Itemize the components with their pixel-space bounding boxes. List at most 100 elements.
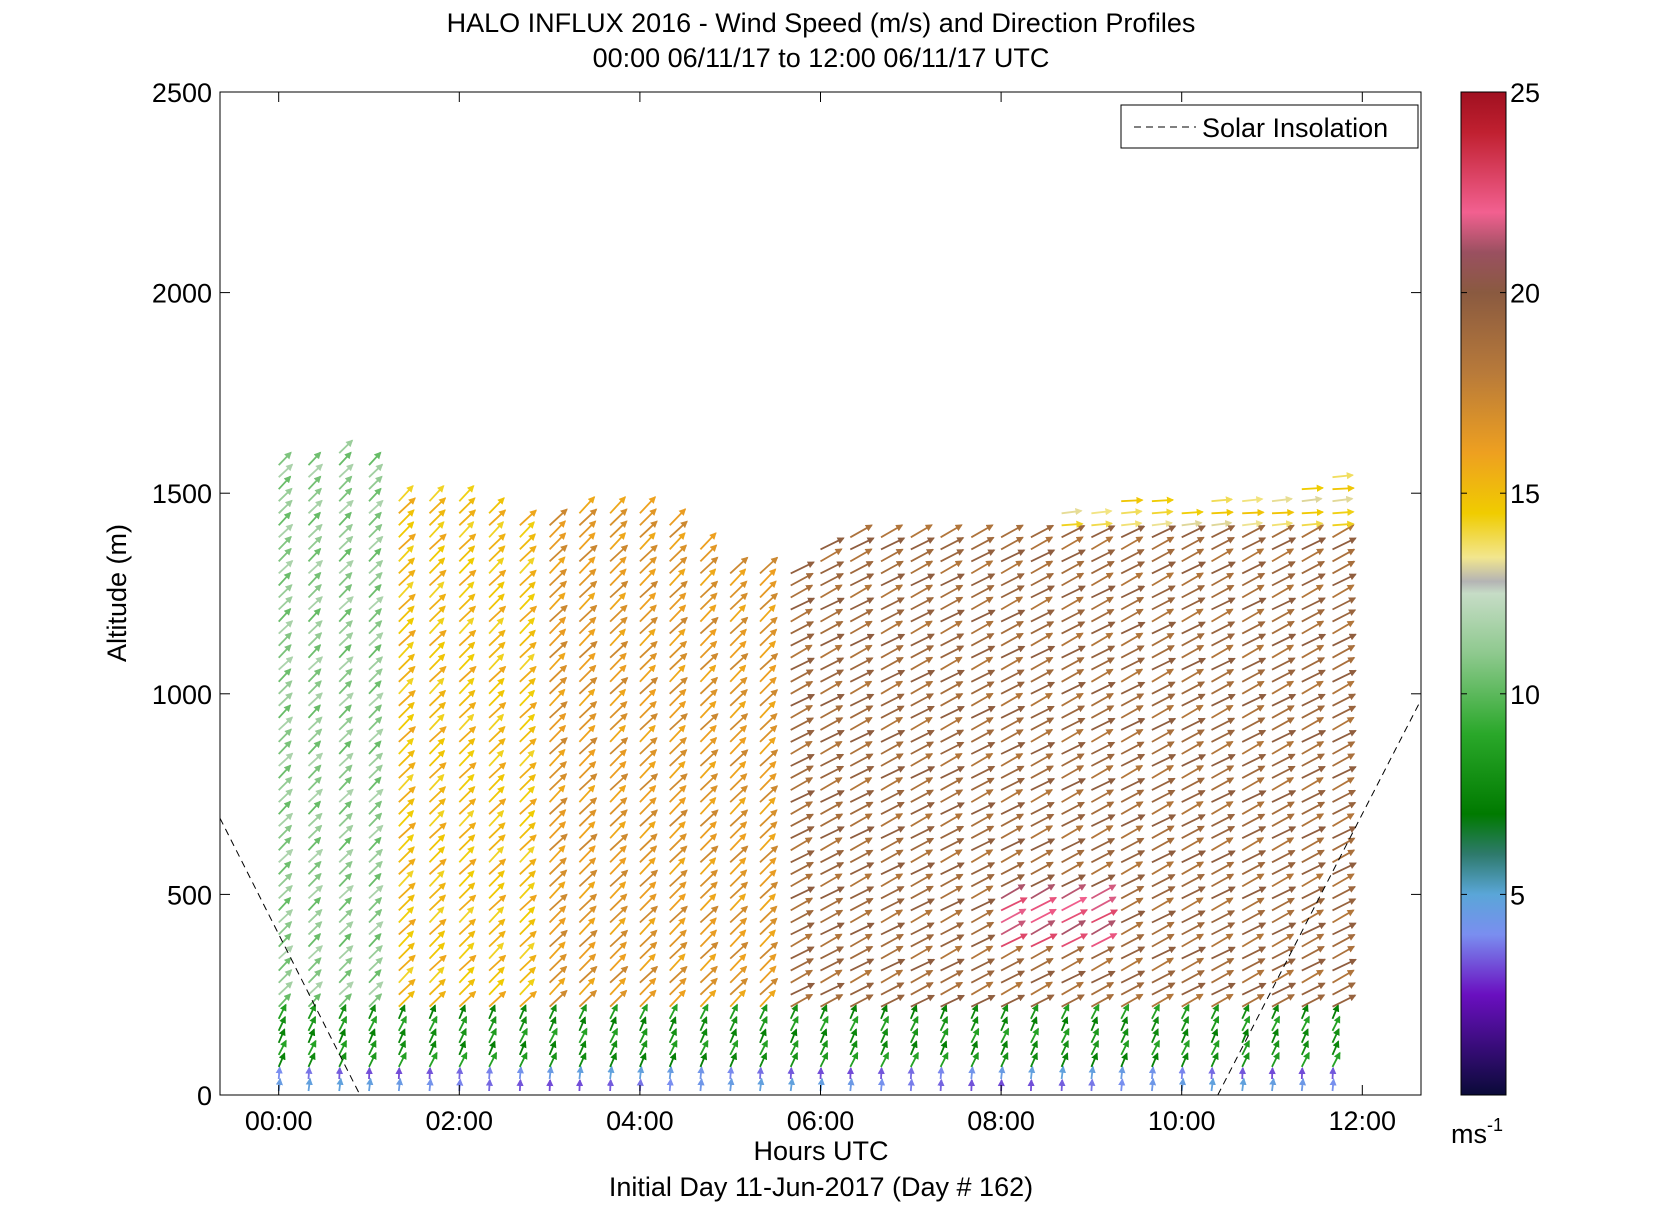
wind-vector — [578, 784, 596, 803]
wind-vector — [278, 933, 292, 948]
wind-vector — [398, 786, 416, 803]
wind-vector — [609, 784, 627, 803]
wind-vector — [338, 596, 354, 611]
wind-vector — [368, 884, 384, 900]
wind-vector — [428, 569, 447, 587]
wind-vector — [485, 1066, 494, 1080]
wind-vector — [488, 786, 505, 803]
wind-vector — [278, 704, 292, 719]
wind-vector — [609, 700, 628, 719]
wind-vector — [519, 930, 537, 948]
wind-vector — [338, 945, 354, 960]
wind-vector — [488, 822, 506, 839]
wind-vector — [729, 989, 747, 1008]
wind-vector — [428, 798, 446, 815]
wind-vector — [488, 653, 505, 671]
wind-vector — [578, 748, 596, 767]
wind-vector — [548, 724, 567, 743]
wind-vector — [307, 1003, 317, 1020]
wind-vector — [609, 917, 626, 936]
wind-vector — [368, 571, 383, 587]
wind-vector — [699, 917, 717, 936]
wind-vector — [639, 664, 656, 683]
wind-vector — [338, 716, 353, 731]
wind-vector — [1208, 1066, 1216, 1080]
wind-vector — [639, 592, 657, 611]
wind-vector — [398, 822, 417, 839]
wind-vector — [787, 1066, 795, 1080]
wind-vector — [398, 773, 414, 791]
wind-vector — [488, 1040, 496, 1056]
wind-vector — [669, 652, 688, 671]
wind-vector — [395, 1066, 403, 1080]
wind-vector — [458, 665, 477, 683]
wind-vector — [578, 929, 598, 948]
wind-vector — [1298, 1066, 1306, 1080]
wind-vector — [729, 881, 749, 900]
wind-vector — [398, 557, 416, 575]
wind-vector — [548, 712, 567, 731]
wind-vector — [699, 760, 717, 779]
wind-vector — [578, 737, 598, 755]
wind-vector — [428, 786, 447, 803]
wind-vector — [488, 629, 506, 647]
wind-vector — [488, 497, 505, 514]
wind-vector — [639, 929, 658, 948]
wind-vector — [368, 656, 384, 671]
wind-vector — [639, 809, 658, 827]
wind-vector — [278, 981, 293, 996]
wind-vector — [488, 834, 506, 851]
wind-vector — [307, 740, 322, 755]
wind-vector — [669, 809, 688, 827]
wind-vector — [639, 1016, 647, 1032]
wind-vector — [669, 833, 687, 851]
wind-vector — [639, 520, 658, 538]
wind-vector — [609, 724, 626, 743]
wind-vector — [426, 1078, 434, 1092]
wind-vector — [307, 969, 322, 984]
wind-vector — [368, 547, 382, 563]
wind-vector — [699, 1016, 708, 1032]
wind-vector — [548, 604, 568, 623]
wind-vector — [639, 977, 657, 996]
wind-vector — [669, 893, 686, 912]
wind-vector — [609, 1052, 617, 1068]
wind-vector — [607, 1065, 615, 1080]
wind-vector — [548, 1052, 557, 1068]
y-axis-label: Altitude (m) — [102, 524, 132, 662]
wind-vector — [398, 533, 416, 551]
wind-vector — [398, 882, 416, 900]
wind-vector — [307, 933, 322, 948]
wind-vector — [668, 1052, 677, 1068]
wind-vector — [639, 797, 657, 815]
wind-vector — [428, 918, 447, 936]
wind-vector — [548, 977, 566, 996]
wind-vector — [458, 485, 475, 502]
wind-vector — [639, 568, 657, 587]
wind-vector — [699, 604, 717, 623]
wind-vector — [729, 869, 748, 888]
wind-vector — [639, 496, 657, 514]
wind-vector — [368, 475, 383, 490]
wind-vector — [338, 1015, 348, 1032]
wind-vector — [278, 764, 292, 779]
wind-vector — [307, 993, 322, 1008]
wind-vector — [516, 1078, 524, 1092]
wind-vector — [458, 533, 477, 551]
wind-vector — [699, 713, 719, 731]
wind-vector — [518, 1016, 527, 1032]
wind-vector — [609, 640, 629, 659]
wind-vector — [639, 676, 659, 695]
wind-vector — [548, 676, 568, 695]
wind-vector — [338, 463, 354, 478]
wind-vector — [548, 520, 567, 538]
wind-vector — [278, 656, 294, 671]
wind-vector — [398, 629, 416, 647]
wind-vector — [578, 1040, 587, 1056]
wind-vector — [488, 737, 506, 755]
wind-vector — [338, 559, 354, 575]
wind-vector — [307, 921, 323, 936]
wind-vector — [458, 894, 477, 912]
wind-vector — [307, 1015, 317, 1032]
